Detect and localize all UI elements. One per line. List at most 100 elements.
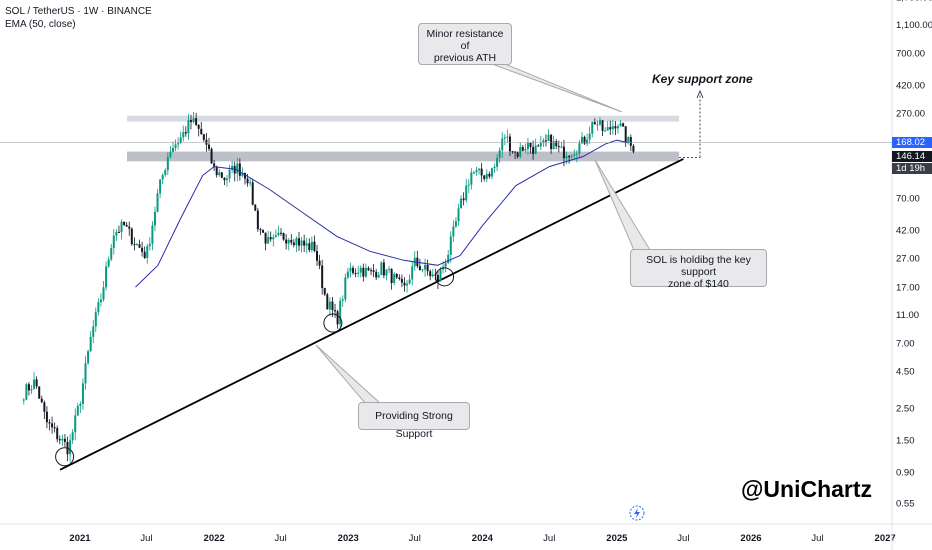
resistance-callout-line-1: Minor resistance of [426, 28, 504, 52]
candle-up [454, 221, 457, 227]
candle-down [53, 427, 56, 429]
candle-up [84, 363, 87, 384]
y-tick-label: 4.50 [896, 366, 915, 377]
candle-up [619, 123, 622, 127]
candle-up [218, 172, 221, 176]
candle-down [511, 151, 514, 153]
candle-down [48, 422, 51, 424]
candle-down [313, 241, 316, 251]
x-tick-label: Jul [543, 533, 555, 544]
candle-up [465, 185, 468, 201]
candle-up [174, 144, 177, 148]
candle-up [79, 404, 82, 406]
y-tick-label: 27.00 [896, 253, 920, 264]
candle-up [501, 138, 504, 151]
candle-down [40, 398, 43, 403]
candle-down [210, 148, 213, 164]
last-price-tag: 168.02 [892, 137, 932, 148]
candle-down [298, 238, 301, 246]
candle-down [331, 301, 334, 311]
candle-down [400, 278, 403, 283]
candle-down [370, 270, 373, 272]
candle-down [624, 126, 627, 143]
y-tick-label: 700.00 [896, 48, 925, 59]
support-pointer [594, 159, 651, 251]
candle-up [182, 132, 185, 138]
candle-down [200, 128, 203, 135]
trend-pointer [315, 344, 382, 404]
candle-up [30, 389, 33, 391]
candle-up [120, 221, 123, 233]
candle-down [123, 221, 126, 225]
candle-down [259, 229, 262, 231]
candle-down [128, 226, 131, 229]
candle-down [285, 239, 288, 244]
y-tick-label: 0.90 [896, 468, 915, 479]
y-tick-label: 70.00 [896, 193, 920, 204]
candle-up [339, 300, 342, 325]
candle-up [102, 287, 105, 300]
candle-down [189, 120, 192, 123]
trend-callout[interactable]: Providing Strong Support [358, 402, 470, 440]
candle-down [45, 411, 48, 423]
candle-down [215, 166, 218, 176]
candle-up [153, 211, 156, 226]
resistance-callout[interactable]: Minor resistance of previous ATH [418, 23, 512, 65]
candle-up [110, 248, 113, 260]
candle-down [207, 144, 210, 149]
candle-down [125, 224, 128, 227]
candle-up [534, 145, 537, 154]
candle-up [493, 166, 496, 169]
candle-down [280, 232, 283, 234]
support-callout[interactable]: SOL is holdibg the key support zone of $… [630, 249, 767, 290]
candle-down [133, 244, 136, 246]
candle-up [596, 124, 599, 126]
candle-up [71, 432, 74, 441]
candle-down [544, 140, 547, 142]
candle-up [171, 147, 174, 152]
candle-down [141, 247, 144, 252]
candle-down [184, 132, 187, 134]
candle-down [246, 178, 249, 184]
current-price-tag: 146.14 [892, 151, 932, 162]
candle-down [352, 267, 355, 273]
candle-down [514, 151, 517, 153]
candle-up [496, 157, 499, 167]
candle-down [532, 147, 535, 154]
candle-up [552, 141, 555, 150]
candle-up [274, 235, 277, 238]
support-callout-line-2: zone of $140 [668, 278, 729, 290]
support-zone-title[interactable]: Key support zone [652, 72, 753, 86]
candle-up [148, 244, 151, 247]
candle-up [377, 274, 380, 278]
y-tick-label: 1,100.00 [896, 20, 932, 31]
candle-down [56, 428, 59, 440]
candle-up [627, 137, 630, 143]
candle-up [421, 269, 424, 271]
support-arrow-icon [696, 89, 704, 99]
y-tick-label: 1,700.00 [896, 0, 932, 3]
candle-up [449, 236, 452, 255]
symbol-title[interactable]: SOL / TetherUS · 1W · BINANCE [5, 6, 152, 17]
candle-up [135, 244, 138, 246]
candle-down [303, 240, 306, 246]
candle-up [87, 351, 90, 364]
candle-down [35, 379, 38, 387]
indicator-label[interactable]: EMA (50, close) [5, 19, 76, 30]
x-tick-label: Jul [811, 533, 823, 544]
candle-up [164, 170, 167, 176]
candle-down [429, 271, 432, 277]
candle-up [25, 384, 28, 400]
candle-up [99, 299, 102, 303]
candle-up [447, 254, 450, 264]
candle-down [308, 243, 311, 251]
candle-down [323, 288, 326, 295]
candle-down [238, 163, 241, 176]
candle-up [406, 283, 409, 286]
candle-up [231, 165, 234, 170]
candle-up [192, 118, 195, 123]
candle-up [267, 237, 270, 244]
support-zone [127, 151, 679, 162]
